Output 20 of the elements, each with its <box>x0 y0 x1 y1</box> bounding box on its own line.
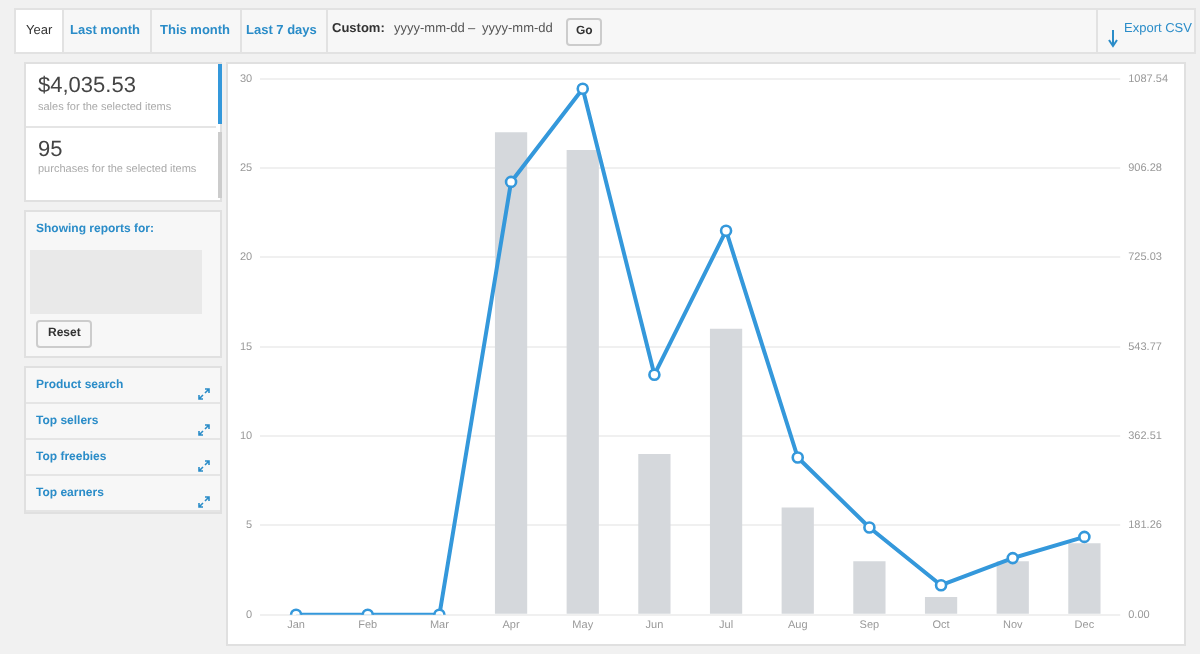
point <box>934 578 948 592</box>
point <box>863 521 876 534</box>
bar <box>853 561 886 614</box>
bar <box>924 596 958 614</box>
bar <box>566 150 599 614</box>
bar <box>1068 543 1101 614</box>
bar <box>781 507 814 614</box>
point <box>1078 530 1091 544</box>
point <box>576 82 590 96</box>
text: 95 <box>38 138 63 162</box>
point <box>791 451 805 464</box>
point <box>648 368 661 381</box>
bar <box>494 132 528 614</box>
text: $4,035.53 <box>38 74 136 98</box>
point <box>719 224 733 238</box>
bar <box>996 561 1029 614</box>
point <box>1006 551 1020 565</box>
bar <box>709 328 743 614</box>
bar <box>638 453 671 614</box>
point <box>504 175 518 189</box>
